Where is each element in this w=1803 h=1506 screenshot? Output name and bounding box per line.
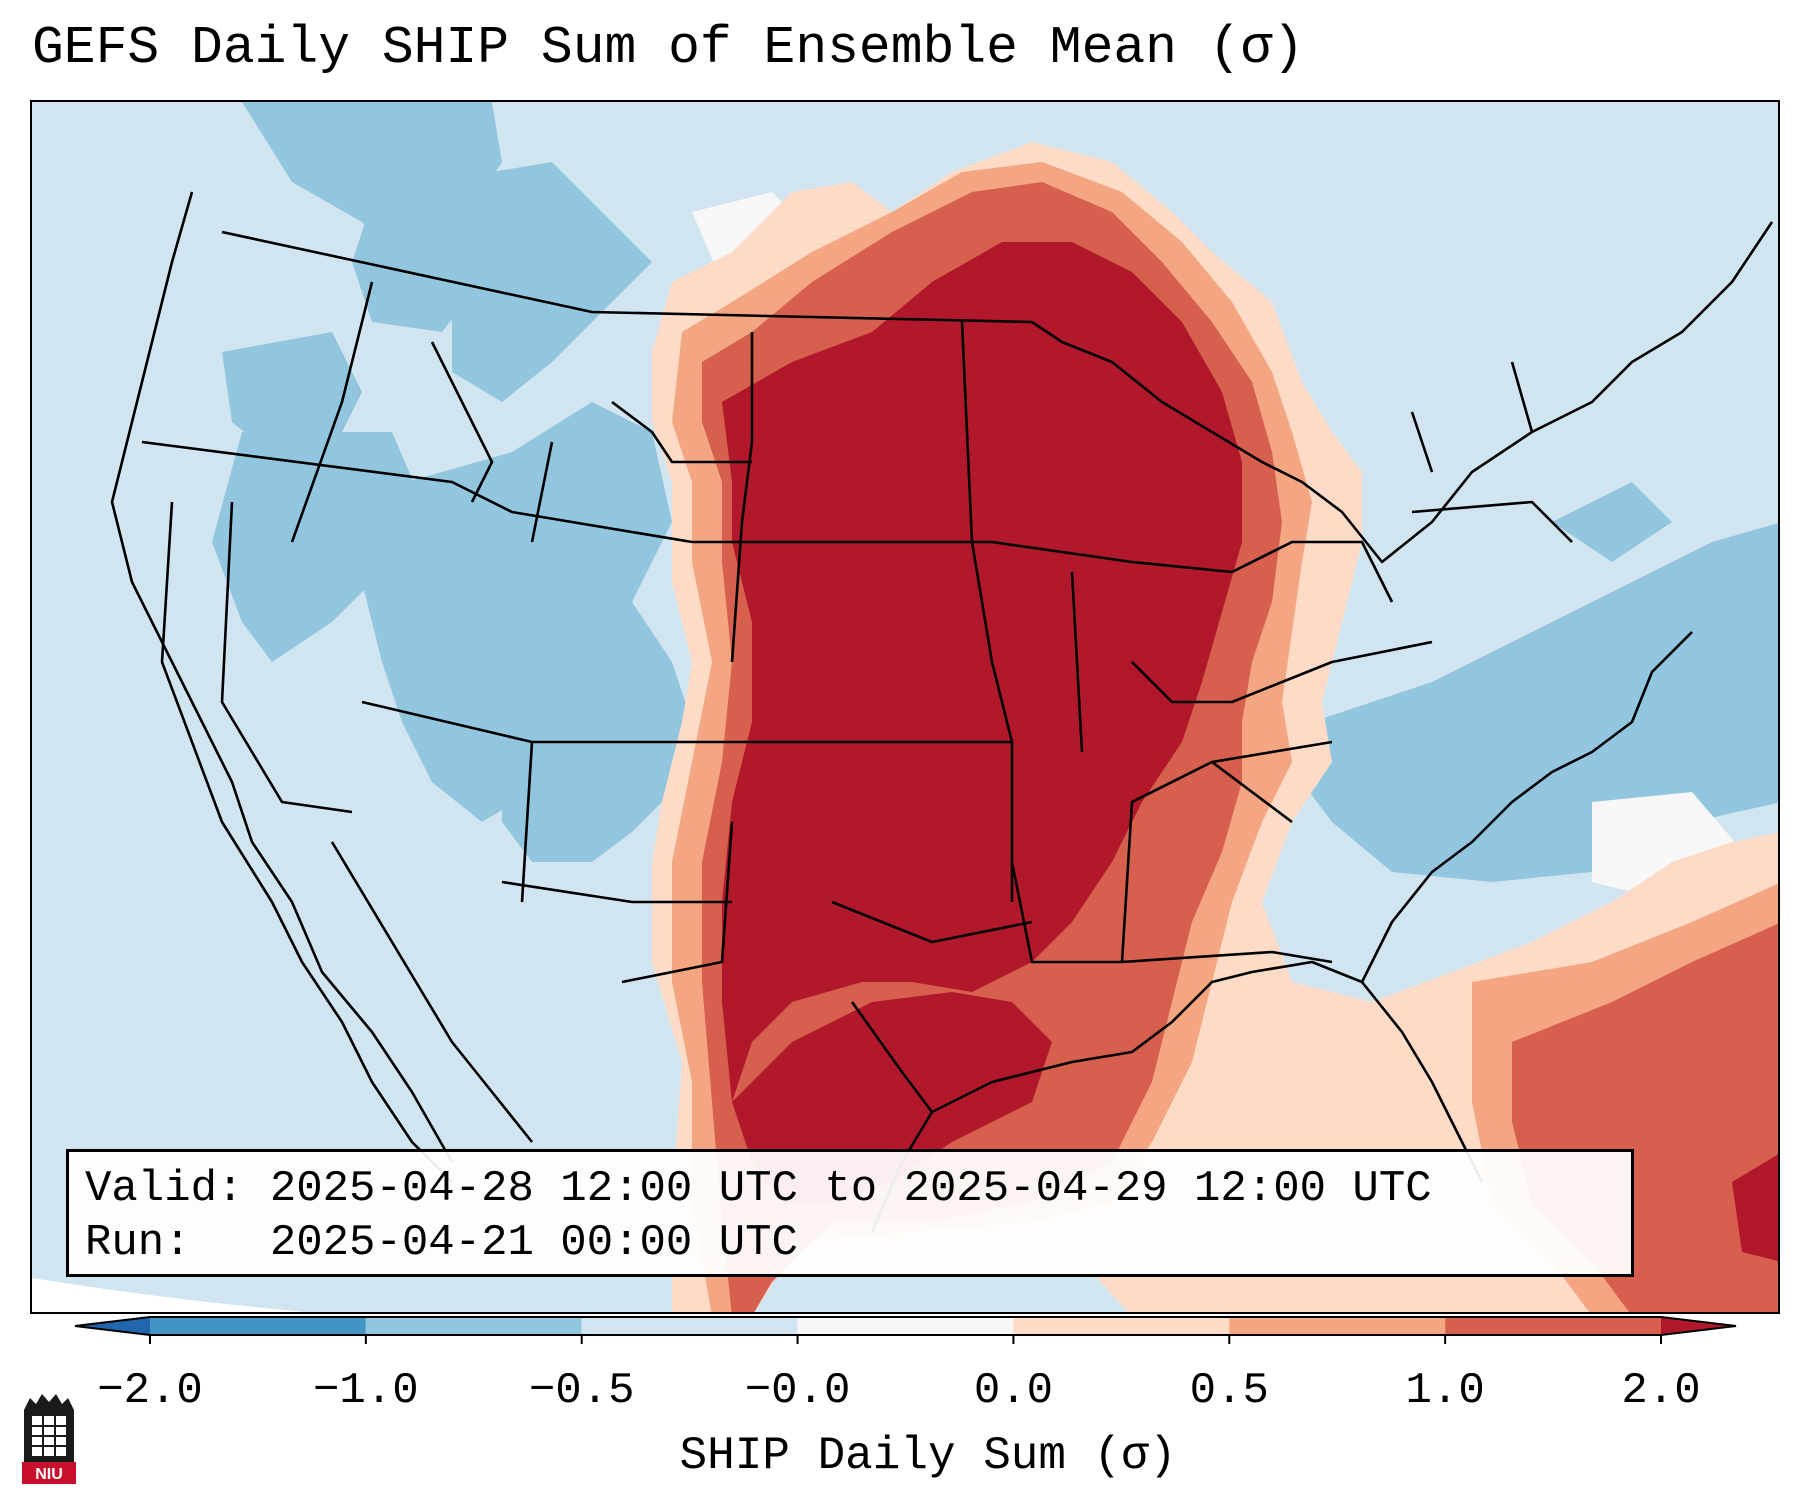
colorbar-extend-high <box>1661 1317 1736 1335</box>
niu-logo-text: NIU <box>35 1466 63 1483</box>
colorbar-tick-label: 1.0 <box>1405 1366 1485 1416</box>
validity-info-box: Valid: 2025-04-28 12:00 UTC to 2025-04-2… <box>66 1149 1634 1277</box>
colorbar-tick-label: 0.0 <box>973 1366 1054 1416</box>
run-value: 2025-04-21 00:00 UTC <box>269 1218 798 1268</box>
colorbar-tick-label: −0.0 <box>744 1366 851 1416</box>
ship-map <box>32 102 1778 1312</box>
colorbar-segment <box>365 1317 582 1335</box>
valid-label: Valid: <box>85 1164 244 1214</box>
colorbar-extend-low <box>75 1317 150 1335</box>
valid-value: 2025-04-28 12:00 UTC to 2025-04-29 12:00… <box>269 1164 1432 1214</box>
run-label: Run: <box>85 1218 191 1268</box>
colorbar-tick-label: 0.5 <box>1189 1366 1269 1416</box>
colorbar-segment <box>581 1317 798 1335</box>
colorbar-segment <box>1013 1317 1230 1335</box>
coastlines <box>110 191 1693 1233</box>
map-panel <box>30 100 1780 1314</box>
colorbar-tick-label: −1.0 <box>313 1366 419 1416</box>
colorbar-tick-label: 2.0 <box>1621 1366 1701 1416</box>
state-borders <box>141 221 1774 1183</box>
colorbar-segment <box>150 1317 366 1335</box>
colorbar-segment <box>1229 1317 1446 1335</box>
colorbar-tick-label: −2.0 <box>97 1366 203 1416</box>
colorbar-segment <box>1445 1317 1661 1335</box>
colorbar-tick-label: −0.5 <box>528 1366 635 1416</box>
niu-logo: NIU <box>22 1394 76 1484</box>
projection-edge <box>32 1278 306 1312</box>
map-title: GEFS Daily SHIP Sum of Ensemble Mean (σ) <box>32 18 1305 78</box>
colorbar-segment <box>797 1317 1014 1335</box>
colorbar-label: SHIP Daily Sum (σ) <box>679 1430 1177 1482</box>
colorbar <box>74 1316 1737 1344</box>
